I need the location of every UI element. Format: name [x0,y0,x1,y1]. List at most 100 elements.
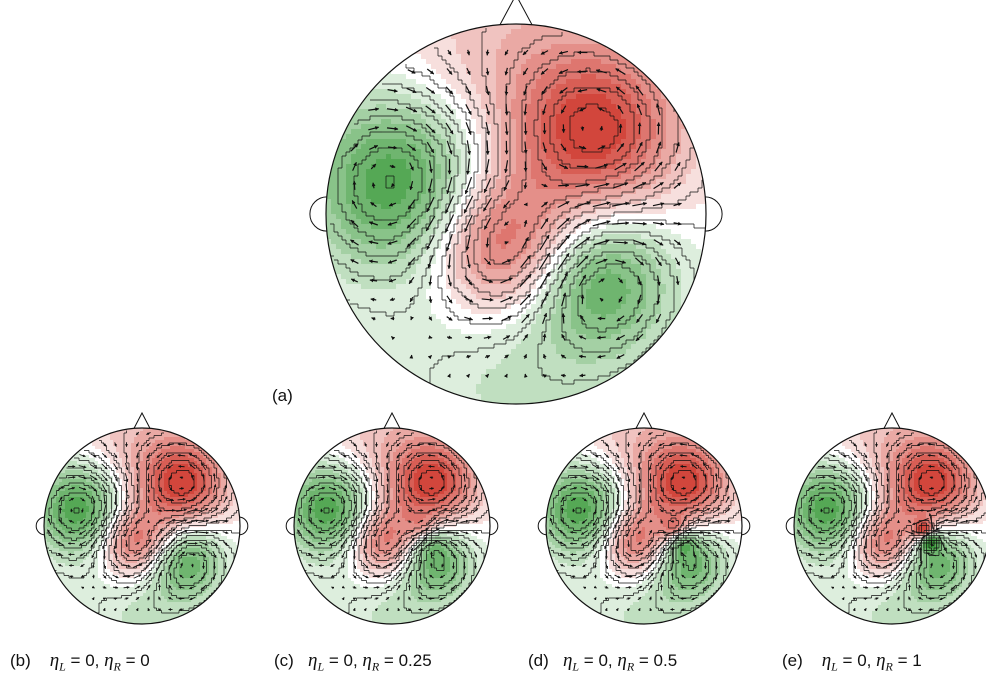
flow-arrow [362,515,369,528]
flow-arrow [615,483,620,494]
flow-arrow [580,465,589,469]
flow-arrow [466,49,471,56]
flow-arrow [146,442,151,447]
flow-arrow [700,519,711,523]
flow-arrow [680,552,687,557]
flow-arrow [682,562,685,569]
flow-arrow [671,474,674,481]
flow-arrow [465,86,472,96]
flow-arrow [885,596,890,601]
flow-arrow [503,180,510,192]
flow-arrow [649,519,653,523]
flow-arrow [649,484,653,494]
flow-arrow [428,586,435,589]
flow-arrow [927,442,936,446]
flow-arrow [874,597,879,601]
flow-arrow [911,531,930,535]
flow-arrow [591,464,600,469]
flow-arrow [462,573,467,581]
flow-arrow [168,485,173,492]
right-ear-marker [704,196,723,232]
flow-arrow [949,496,958,503]
flow-arrow [612,182,629,189]
flow-arrow [447,274,452,287]
flow-arrow [577,88,588,93]
flow-arrow [223,496,228,503]
flow-arrow [616,354,625,359]
flow-arrow [818,520,825,523]
flow-arrow [951,573,956,580]
flow-arrow [928,465,935,468]
flow-arrow [637,596,642,601]
flow-arrow [407,463,412,470]
flow-arrow [541,162,548,171]
flow-arrow [175,529,188,536]
flow-arrow [570,520,577,523]
flow-arrow [725,496,730,503]
flow-arrow [328,465,337,469]
flow-arrow [648,432,653,435]
flow-arrow [200,584,207,591]
flow-arrow [135,530,140,534]
flow-arrow [446,335,453,340]
flow-arrow [445,122,454,135]
flow-arrow [637,275,642,286]
flow-arrow [328,476,337,480]
flow-arrow [885,506,890,515]
flow-arrow [558,163,569,170]
flow-arrow [603,473,610,482]
flow-arrow [549,517,554,526]
flow-arrow [593,239,610,246]
flow-arrow [448,519,460,523]
flow-arrow [896,452,901,459]
flow-arrow [407,199,416,210]
flow-arrow [461,540,468,547]
flow-arrow [362,574,369,579]
flow-arrow [123,505,130,516]
flow-arrow [133,563,143,568]
flow-arrow [897,495,901,504]
flow-arrow [210,507,219,514]
flow-arrow [406,218,417,229]
flow-arrow [862,586,869,589]
flow-arrow [615,473,620,482]
flow-arrow [637,431,642,436]
flow-arrow [201,473,205,482]
flow-arrow [144,549,153,560]
flow-arrow [387,240,398,245]
flow-arrow [372,564,381,568]
flow-arrow [341,550,346,559]
flow-arrow [408,596,412,601]
flow-arrow [500,296,513,303]
flow-arrow [614,162,627,171]
flow-arrow [886,442,889,447]
flow-arrow [581,454,588,458]
flow-arrow [136,473,140,483]
flow-arrow [627,540,631,548]
flow-arrow [102,574,107,579]
scalp-map-a [309,0,723,405]
flow-arrow [317,475,326,479]
flow-arrow [396,432,401,435]
flow-arrow [156,452,163,459]
flow-arrow [426,196,435,213]
flow-arrow [90,539,97,548]
flow-arrow [540,50,549,55]
flow-arrow [407,69,416,74]
flow-arrow [199,496,208,503]
flow-arrow [591,474,600,481]
flow-arrow [417,497,424,502]
flow-arrow [500,277,513,284]
flow-arrow [659,463,664,470]
flow-arrow [466,158,470,175]
flow-arrow [460,531,469,535]
flow-arrow [603,484,610,493]
flow-arrow [664,529,682,536]
flow-arrow [873,586,880,589]
flow-arrow [905,530,914,535]
flow-arrow [627,462,631,471]
flow-arrow [329,552,336,557]
flow-arrow [819,497,824,502]
flow-arrow [700,531,712,535]
flow-arrow [916,453,925,458]
